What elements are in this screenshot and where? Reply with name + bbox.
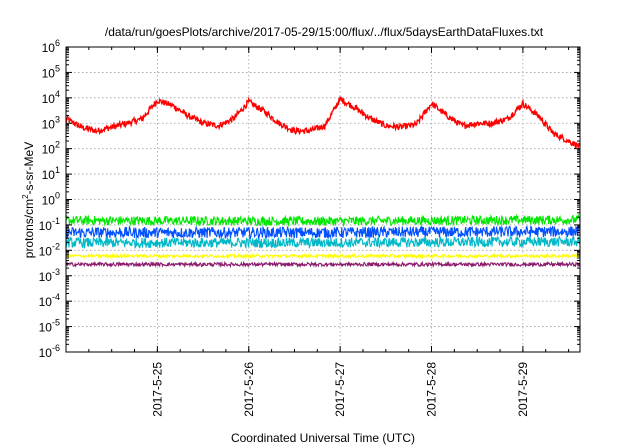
y-tick-label-base: 10 [42,66,56,80]
y-tick-label-base: 10 [42,143,56,157]
y-tick-label: 10-4 [39,292,60,309]
y-tick-label: 10-6 [39,343,60,360]
y-tick-label-exponent: 3 [55,114,60,124]
plot-frame [65,46,581,353]
y-tick-label: 10-1 [39,216,60,233]
y-tick-label-exponent: -6 [52,343,60,353]
y-axis-title: protons/cm2-s-sr-MeV [21,142,36,258]
series-line-2 [65,213,581,228]
y-tick-label-exponent: 1 [55,165,60,175]
x-tick-label: 2017-5-29 [516,362,530,417]
y-tick-label-base: 10 [39,270,53,284]
y-tick-label-exponent: -5 [52,318,60,328]
series-layer [65,96,581,269]
y-tick-label-base: 10 [39,321,53,335]
y-tick-label: 10-3 [39,267,60,284]
y-tick-label: 10-5 [39,318,60,335]
y-axis-title-suffix: -s-sr-MeV [22,142,36,195]
y-tick-label-exponent: -2 [52,241,60,251]
y-tick-label-exponent: -4 [52,292,60,302]
y-tick-label: 105 [42,63,60,80]
series-line-6 [65,260,581,269]
x-axis-title: Coordinated Universal Time (UTC) [231,431,415,445]
series-line-3 [65,225,581,240]
chart-title: /data/run/goesPlots/archive/2017-05-29/1… [105,25,544,39]
y-tick-label: 106 [42,38,60,55]
y-tick-label-exponent: 5 [55,63,60,73]
y-tick-label-exponent: -3 [52,267,60,277]
y-tick-label-base: 10 [42,168,56,182]
y-tick-label: 102 [42,140,60,157]
axis-layer: 10-610-510-410-310-210-11001011021031041… [39,38,581,417]
y-tick-label-base: 10 [42,117,56,131]
y-tick-label-base: 10 [42,194,56,208]
x-tick-label: 2017-5-25 [150,362,164,417]
series-line-4 [65,234,581,250]
grid-layer [66,47,580,352]
y-axis-title-sup: 2 [21,194,30,199]
y-tick-label-exponent: 4 [55,89,60,99]
y-tick-label-base: 10 [39,295,53,309]
y-tick-label-base: 10 [39,244,53,258]
x-tick-label: 2017-5-26 [242,362,256,417]
series-line-1 [65,96,581,150]
y-tick-label: 100 [42,191,60,208]
y-tick-label-base: 10 [39,346,53,360]
y-tick-label-base: 10 [42,92,56,106]
y-tick-label-base: 10 [39,219,53,233]
y-tick-label: 101 [42,165,60,182]
y-tick-label-base: 10 [42,41,56,55]
series-line-5 [65,252,581,260]
y-tick-label-exponent: 6 [55,38,60,48]
y-tick-label-exponent: -1 [52,216,60,226]
y-axis-title-prefix: protons/cm [22,199,36,258]
y-tick-label: 10-2 [39,241,60,258]
x-tick-label: 2017-5-27 [333,362,347,417]
y-tick-label-exponent: 2 [55,140,60,150]
y-tick-label: 104 [42,89,60,106]
y-tick-label: 103 [42,114,60,131]
x-tick-label: 2017-5-28 [425,362,439,417]
y-tick-label-exponent: 0 [55,191,60,201]
